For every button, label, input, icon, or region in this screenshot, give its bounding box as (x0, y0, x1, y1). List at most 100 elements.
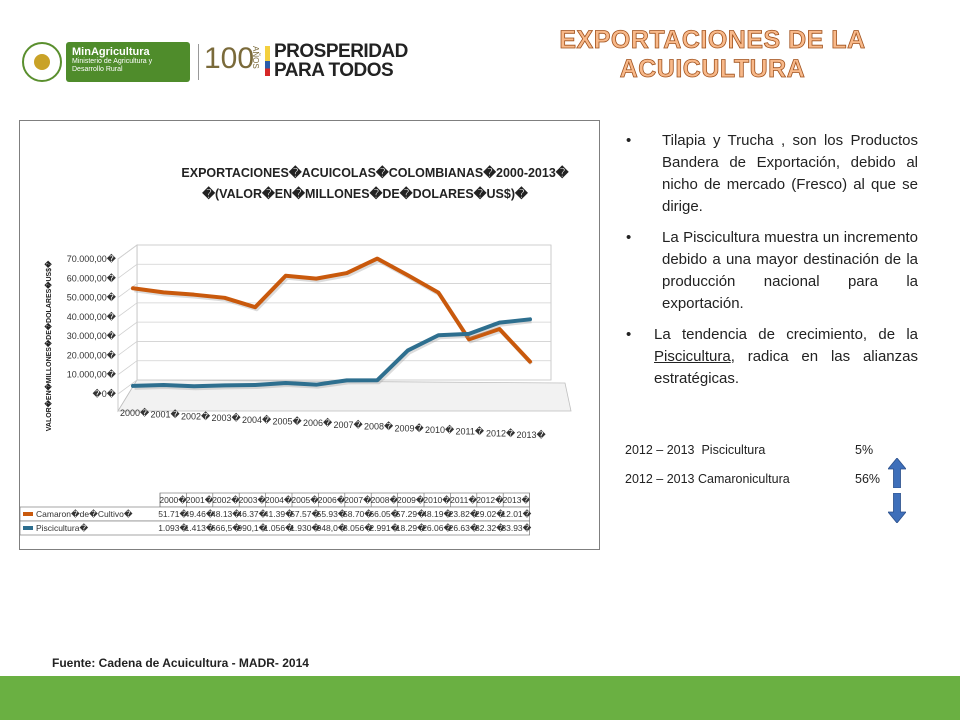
gridline (117, 321, 551, 337)
data-point (284, 381, 287, 385)
flag-bar-icon (265, 46, 270, 76)
data-point (528, 318, 532, 321)
bullet-list: Tilapia y Trucha , son los Productos Ban… (622, 130, 918, 399)
source-note: Fuente: Cadena de Acuicultura - MADR- 20… (52, 656, 309, 670)
x-tick-label: 2008� (364, 421, 394, 432)
table-cell: 666,5� (211, 522, 242, 533)
data-point (345, 271, 348, 275)
table-cell: 55.93� (317, 508, 348, 519)
trend-sector: Camaronicultura (698, 472, 790, 486)
table-header-cell: 2010� (423, 494, 452, 505)
table-row (20, 520, 530, 536)
centenary-number: 100 (204, 42, 255, 75)
y-tick-label: 20.000,00� (67, 349, 117, 360)
bullet-item: La tendencia de crecimiento, de la Pisci… (622, 324, 918, 390)
bullet-text: La tendencia de crecimiento, de la (654, 326, 918, 343)
x-tick-label: 2009� (395, 422, 425, 433)
x-tick-label: 2005� (273, 416, 303, 427)
table-cell: 32.32� (475, 522, 506, 533)
trend-sector: Piscicultura (701, 443, 766, 457)
chart-title: EXPORTACIONES�ACUICOLAS�COLOMBIANAS�2000… (181, 164, 569, 180)
data-point (131, 384, 135, 388)
trend-label: 2012 – 2013 Piscicultura (625, 443, 765, 457)
gridline (117, 379, 551, 395)
chart-subtitle: �(VALOR�EN�MILLONES�DE�DOLARES�US$)� (201, 185, 529, 201)
arrow-up-icon (888, 458, 906, 488)
trend-change: 5% (855, 443, 874, 457)
data-point (437, 334, 440, 337)
table-header-cell: 2002� (212, 494, 241, 505)
table-cell: 29.02� (475, 508, 506, 519)
logo-separator (198, 44, 199, 80)
data-point (345, 379, 348, 382)
data-point (162, 291, 165, 294)
table-header-cell: 2012� (476, 494, 505, 505)
y-tick-label: 40.000,00� (67, 311, 117, 322)
table-header-cell: 2001� (186, 494, 215, 505)
x-tick-label: 2006� (303, 417, 333, 428)
series-line-shadow (134, 319, 532, 391)
table-cell: 49.46� (185, 508, 216, 519)
table-cell: 66.05� (369, 508, 400, 519)
table-header-cell: 2006� (318, 494, 347, 505)
table-cell: 1.056� (264, 522, 295, 533)
data-point (498, 321, 501, 324)
table-cell: 58.70� (343, 508, 374, 519)
data-point (315, 277, 318, 280)
data-point (192, 385, 196, 388)
line-chart: �0� 10.000,00� 20.000,00� 30.000,00� 40.000,… (20, 164, 572, 536)
data-point (162, 383, 165, 387)
y-tick-label: 60.000,00� (67, 272, 117, 283)
data-point (406, 349, 410, 352)
data-point (376, 257, 379, 260)
x-tick-label: 2004� (242, 414, 272, 425)
data-point (406, 274, 410, 277)
data-point (467, 332, 471, 336)
data-point (528, 360, 532, 363)
table-cell: 46.37� (237, 508, 268, 519)
trend-period: 2012 – 2013 (625, 472, 695, 486)
table-header-cell: 2000� (159, 494, 188, 505)
centenary-word: AÑOS (251, 46, 260, 69)
table-cell: 23.82� (449, 508, 480, 519)
table-header-cell: 2003� (239, 494, 268, 505)
arrow-down-icon (888, 493, 906, 523)
ministry-name: MinAgricultura (72, 46, 150, 58)
table-cell: 48.19� (422, 508, 453, 519)
bullet-item: La Piscicultura muestra un incremento de… (622, 227, 918, 315)
table-header-cell: 2008� (371, 494, 400, 505)
table-header-cell: 2005� (291, 494, 320, 505)
table-cell: 1.413� (185, 522, 216, 533)
x-tick-label: 2001� (151, 409, 181, 420)
bullet-item: Tilapia y Trucha , son los Productos Ban… (622, 130, 918, 218)
data-point (253, 383, 257, 387)
data-point (315, 383, 318, 386)
table-cell: 1.930� (290, 522, 321, 533)
table-header-cell: 2011� (450, 494, 478, 505)
y-tick-label: 30.000,00� (67, 330, 117, 341)
series-line-camaron (131, 256, 532, 364)
x-tick-label: 2013� (517, 429, 547, 440)
slogan-logo: PROSPERIDAD PARA TODOS (274, 41, 408, 81)
trend-change: 56% (855, 472, 881, 486)
table-cell: 1.093� (158, 522, 189, 533)
table-header-cell: 2013� (503, 494, 532, 505)
y-axis-label: VALOR�EN�MILLONES�DE�DOLARES�US$� (44, 260, 53, 431)
table-cell: 2.991� (369, 522, 400, 533)
gridline (117, 244, 551, 260)
data-point (437, 291, 440, 294)
y-tick-label: 10.000,00� (67, 369, 117, 380)
plot-back-wall (136, 244, 552, 381)
data-point (253, 305, 257, 309)
legend-swatch (23, 526, 33, 530)
table-cell: 57.29� (396, 508, 427, 519)
footer-bar (0, 676, 960, 720)
x-tick-label: 2003� (212, 412, 242, 423)
data-point (223, 296, 226, 300)
table-cell: 57.57� (290, 508, 321, 519)
table-cell: 12.01� (501, 508, 532, 519)
x-tick-label: 2012� (486, 427, 516, 438)
data-point (467, 338, 471, 341)
chart-frame: �0� 10.000,00� 20.000,00� 30.000,00� 40.000,… (19, 120, 600, 550)
legend-label: Piscicultura� (36, 522, 89, 533)
